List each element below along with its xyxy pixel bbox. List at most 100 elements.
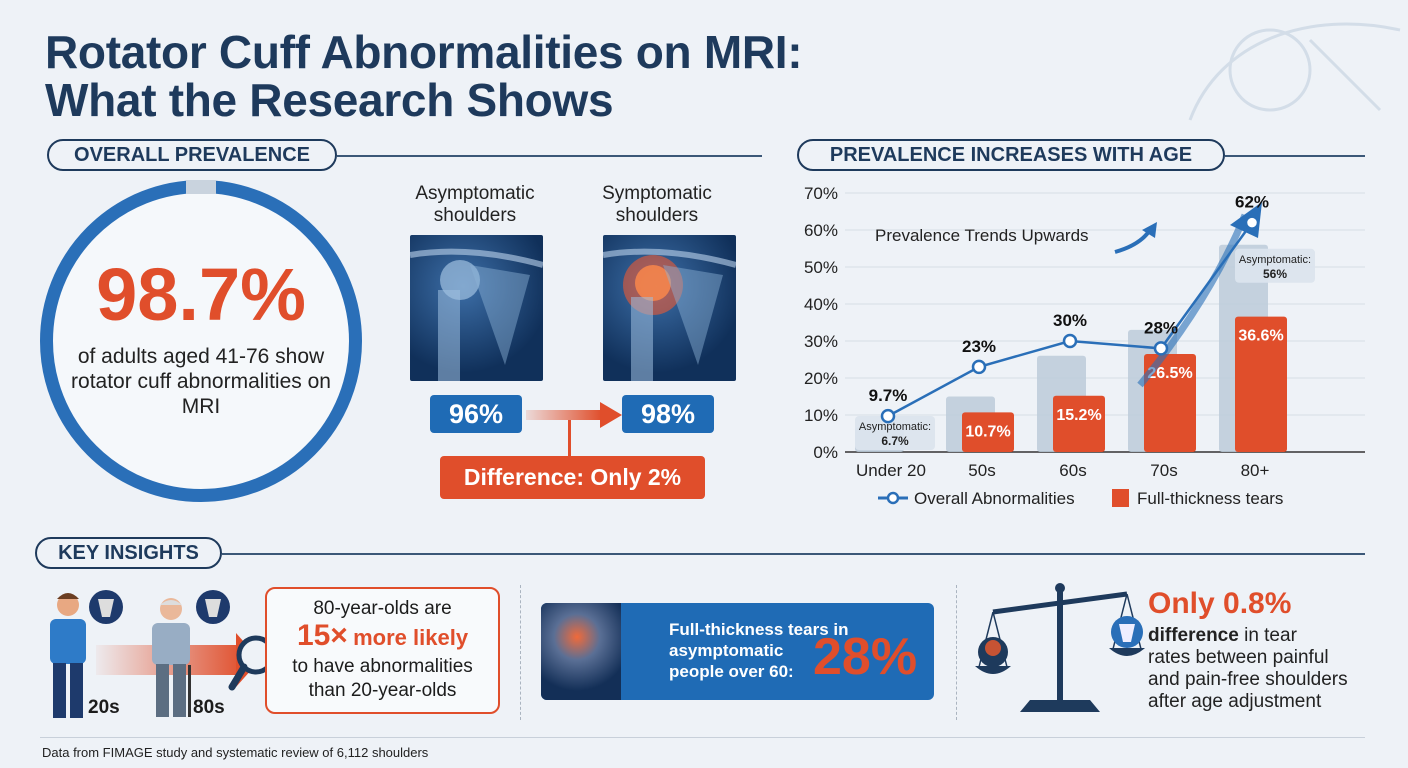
likelihood-line-4: than 20-year-olds <box>308 680 457 701</box>
likelihood-multiplier: 15× <box>296 619 348 652</box>
legend-label: Overall Abnormalities <box>914 489 1075 508</box>
difference-value: Only 0.8% <box>1148 587 1292 620</box>
prevalence-description: of adults aged 41-76 show rotator cuff a… <box>71 345 331 418</box>
prevalence-by-age-chart: 0% 10% 20% 30% 40% 50% 60% 70% 10.7% 15.2% 26.5% 36… <box>804 184 1365 508</box>
full-thickness-bar <box>962 412 1014 452</box>
tears-value: 28% <box>813 628 918 686</box>
callout-value: 6.7% <box>881 434 909 448</box>
page-title: Rotator Cuff Abnormalities on MRI: What … <box>45 26 803 126</box>
footer-source: Data from FIMAGE study and systematic re… <box>42 745 429 760</box>
y-tick-label: 70% <box>804 184 838 203</box>
x-tick-label: 50s <box>968 461 995 480</box>
title-line-2: What the Research Shows <box>45 74 614 126</box>
shoulder-bone-icon <box>410 248 543 381</box>
section-divider <box>222 553 1365 555</box>
section-divider <box>1225 155 1365 157</box>
line-value-label: 62% <box>1235 193 1269 212</box>
line-point <box>1153 341 1169 356</box>
y-tick-label: 10% <box>804 406 838 425</box>
y-tick-label: 50% <box>804 258 838 277</box>
age-label-old: 80s <box>193 697 225 718</box>
line-point <box>971 359 987 375</box>
title-line-1: Rotator Cuff Abnormalities on MRI: <box>45 26 803 78</box>
legend-bar-swatch <box>1112 489 1129 507</box>
balance-scale-icon <box>975 583 1145 712</box>
asymptomatic-callout <box>855 416 935 450</box>
likelihood-line-1: 80-year-olds are <box>313 598 452 619</box>
asymptomatic-callout <box>1235 248 1315 283</box>
prevalence-ring-gap <box>186 180 216 194</box>
difference-line-2: rates between painful <box>1148 647 1329 668</box>
section-divider <box>337 155 762 157</box>
trend-arrow-icon <box>1137 213 1249 388</box>
prevalence-ring <box>40 180 362 502</box>
full-thickness-bar <box>1053 395 1105 452</box>
small-trend-arrow-icon <box>1114 228 1152 254</box>
x-tick-label: Under 20 <box>856 461 926 480</box>
y-tick-label: 20% <box>804 369 838 388</box>
age-label-young: 20s <box>88 697 120 718</box>
line-value-label: 28% <box>1144 318 1178 337</box>
difference-rest: in tear <box>1238 625 1297 646</box>
difference-description: difference in tear rates between painful… <box>1148 625 1348 713</box>
bar-value-label: 15.2% <box>1056 407 1101 424</box>
age-comparison-illustration <box>50 590 260 718</box>
tears-line-2: asymptomatic <box>669 641 784 660</box>
callout-label: Asymptomatic: <box>1239 254 1311 266</box>
difference-badge: Difference: Only 2% <box>440 456 705 499</box>
line-point <box>1244 215 1260 230</box>
line-value-label: 9.7% <box>869 386 908 405</box>
difference-line-3: and pain-free shoulders <box>1148 669 1348 690</box>
x-tick-label: 70s <box>1150 461 1177 480</box>
bar-value-label: 10.7% <box>965 423 1010 440</box>
arrow-right-icon <box>526 402 622 456</box>
asymptomatic-shoulder-xray <box>410 235 543 381</box>
line-value-label: 23% <box>962 337 996 356</box>
bar-value-label: 26.5% <box>1147 365 1192 382</box>
difference-line-4: after age adjustment <box>1148 691 1322 712</box>
line-value-label: 30% <box>1053 311 1087 330</box>
young-person-icon <box>50 593 86 718</box>
trend-annotation: Prevalence Trends Upwards <box>875 226 1089 245</box>
footer-divider <box>40 737 1365 738</box>
tears-text: Full-thickness tears in asymptomatic peo… <box>669 619 849 682</box>
likelihood-phrase: more likely <box>353 625 469 650</box>
likelihood-headline: 15× more likely <box>267 621 498 655</box>
symptomatic-label: Symptomatic shoulders <box>602 183 712 226</box>
difference-line-1: difference in tear <box>1148 625 1348 647</box>
y-tick-label: 0% <box>813 443 838 462</box>
overall-prevalence-heading: OVERALL PREVALENCE <box>47 139 337 171</box>
line-point <box>880 408 896 424</box>
inflamed-shoulder-icon <box>603 248 736 381</box>
likelihood-line-3: to have abnormalities <box>292 656 473 677</box>
legend-line-marker <box>886 491 900 505</box>
legend-label: Full-thickness tears <box>1137 489 1283 508</box>
tears-line-3: people over 60: <box>669 662 794 681</box>
likelihood-card: 80-year-olds are 15× more likely to have… <box>265 587 500 714</box>
tears-over-60-card: Full-thickness tears in asymptomatic peo… <box>541 603 934 700</box>
difference-bold: difference <box>1148 625 1239 646</box>
prevalence-value: 98.7% <box>96 253 306 336</box>
divider <box>956 585 957 720</box>
bar-value-label: 36.6% <box>1238 328 1283 345</box>
shoulder-xray-thumbnail <box>541 603 621 700</box>
x-tick-label: 60s <box>1059 461 1086 480</box>
age-chart-heading: PREVALENCE INCREASES WITH AGE <box>797 139 1225 171</box>
line-point <box>1062 333 1078 349</box>
symptomatic-value: 98% <box>622 395 714 433</box>
x-tick-label: 80+ <box>1241 461 1270 480</box>
y-tick-label: 40% <box>804 295 838 314</box>
full-thickness-bar <box>1144 353 1196 452</box>
y-tick-label: 30% <box>804 332 838 351</box>
asymptomatic-value: 96% <box>430 395 522 433</box>
key-insights-heading: KEY INSIGHTS <box>35 537 222 569</box>
symptomatic-shoulder-xray <box>603 235 736 381</box>
elderly-person-icon <box>152 598 191 717</box>
callout-value: 56% <box>1263 267 1287 281</box>
small-trend-arrowhead-icon <box>1142 222 1157 238</box>
tears-line-1: Full-thickness tears in <box>669 620 849 639</box>
callout-label: Asymptomatic: <box>859 421 931 433</box>
y-tick-label: 60% <box>804 221 838 240</box>
full-thickness-bar <box>1235 316 1287 452</box>
shoulder-watermark-icon <box>1188 22 1401 121</box>
